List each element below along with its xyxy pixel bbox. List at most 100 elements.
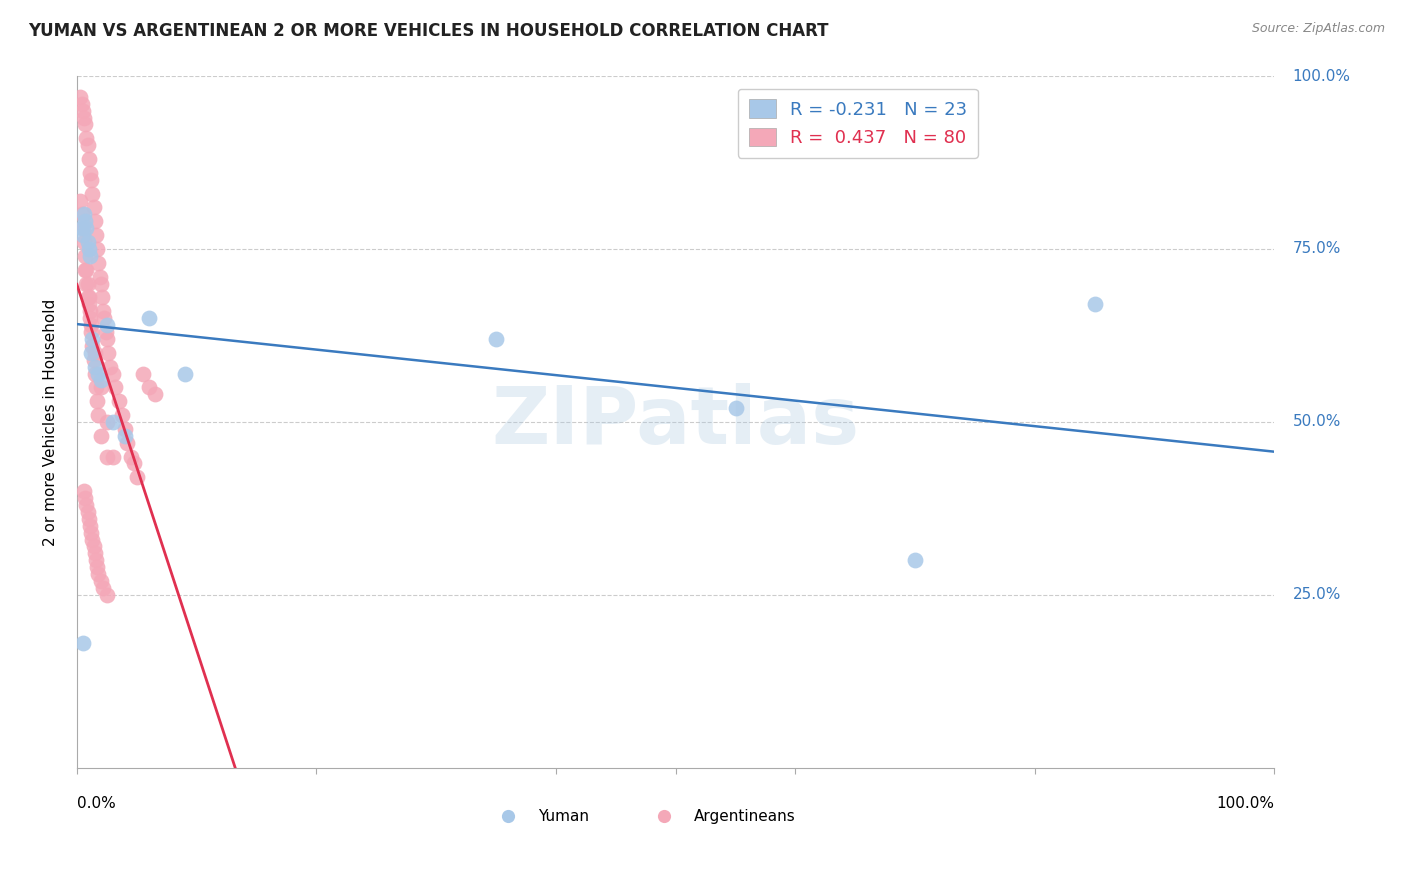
Point [76, 505, 98, 519]
Point [724, 401, 747, 416]
Point [83, 345, 105, 359]
Point [79, 166, 101, 180]
Point [77, 290, 100, 304]
Y-axis label: 2 or more Vehicles in Household: 2 or more Vehicles in Household [44, 298, 58, 546]
Point [104, 380, 127, 394]
Text: ZIPatlas: ZIPatlas [492, 383, 860, 461]
Point [111, 408, 134, 422]
Point [76, 138, 98, 153]
Point [72, 636, 94, 650]
Point [125, 470, 148, 484]
Point [79, 311, 101, 326]
Text: Source: ZipAtlas.com: Source: ZipAtlas.com [1251, 22, 1385, 36]
Point [143, 387, 166, 401]
Point [83, 359, 105, 374]
Text: 75.0%: 75.0% [1292, 242, 1341, 257]
Point [90, 574, 112, 588]
Point [77, 512, 100, 526]
Point [69, 194, 91, 208]
Point [115, 435, 138, 450]
Point [73, 484, 96, 499]
Point [80, 318, 103, 332]
Text: Yuman: Yuman [538, 809, 589, 824]
Point [75, 249, 97, 263]
Point [124, 457, 146, 471]
Point [83, 352, 105, 367]
Point [91, 290, 114, 304]
Point [90, 374, 112, 388]
Point [73, 111, 96, 125]
Text: Argentineans: Argentineans [693, 809, 796, 824]
Point [80, 325, 103, 339]
Point [107, 394, 129, 409]
Point [69, 89, 91, 103]
Point [87, 408, 110, 422]
Point [91, 304, 114, 318]
Point [80, 173, 103, 187]
Point [114, 429, 136, 443]
Point [87, 256, 110, 270]
Legend: R = -0.231   N = 23, R =  0.437   N = 80: R = -0.231 N = 23, R = 0.437 N = 80 [738, 88, 979, 158]
Point [82, 533, 104, 547]
Point [76, 235, 98, 249]
Point [91, 581, 114, 595]
Point [652, 809, 675, 823]
Point [86, 242, 108, 256]
Text: 25.0%: 25.0% [1292, 588, 1341, 602]
Point [70, 207, 93, 221]
Point [77, 152, 100, 166]
Point [84, 380, 107, 394]
Point [90, 429, 112, 443]
Point [70, 221, 93, 235]
Point [87, 567, 110, 582]
Point [90, 380, 112, 394]
Point [83, 214, 105, 228]
Point [132, 367, 155, 381]
Point [82, 186, 104, 201]
Point [96, 318, 118, 332]
Point [75, 131, 97, 145]
Point [75, 214, 97, 228]
Point [101, 367, 124, 381]
Text: 50.0%: 50.0% [1292, 415, 1341, 429]
Point [83, 367, 105, 381]
Point [100, 359, 122, 374]
Point [76, 290, 98, 304]
Point [138, 380, 160, 394]
Text: 100.0%: 100.0% [1216, 796, 1274, 811]
Point [79, 304, 101, 318]
Point [84, 228, 107, 243]
Point [77, 242, 100, 256]
Point [75, 491, 97, 505]
Point [82, 339, 104, 353]
Point [70, 96, 93, 111]
Point [76, 277, 98, 291]
Point [75, 118, 97, 132]
Point [77, 297, 100, 311]
Point [120, 450, 142, 464]
Text: 100.0%: 100.0% [1292, 69, 1350, 84]
Point [80, 345, 103, 359]
Point [96, 450, 118, 464]
Point [83, 201, 105, 215]
Point [93, 311, 115, 326]
Point [94, 325, 117, 339]
Point [86, 394, 108, 409]
Point [73, 207, 96, 221]
Point [72, 228, 94, 243]
Point [904, 553, 927, 567]
Point [96, 332, 118, 346]
Point [75, 262, 97, 277]
Text: YUMAN VS ARGENTINEAN 2 OR MORE VEHICLES IN HOUSEHOLD CORRELATION CHART: YUMAN VS ARGENTINEAN 2 OR MORE VEHICLES … [28, 22, 828, 40]
Point [485, 332, 508, 346]
Point [79, 249, 101, 263]
Point [173, 367, 195, 381]
Point [75, 498, 97, 512]
Point [75, 277, 97, 291]
Point [79, 518, 101, 533]
Point [86, 560, 108, 574]
Point [83, 546, 105, 560]
Point [496, 809, 519, 823]
Point [73, 235, 96, 249]
Point [75, 262, 97, 277]
